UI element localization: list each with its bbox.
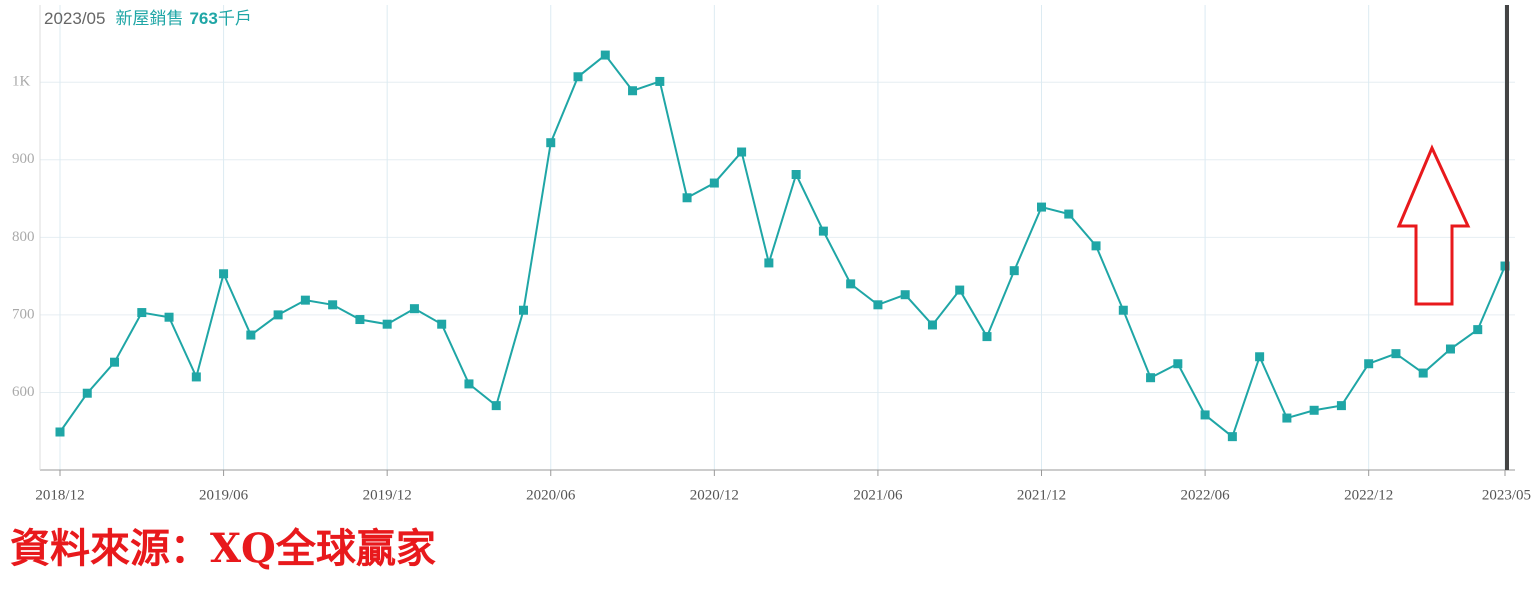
point	[246, 330, 256, 340]
point	[1309, 405, 1319, 415]
source: 資料來源：XQ全球贏家	[10, 525, 436, 572]
y-tick-label: 800	[12, 229, 35, 245]
up-arrow	[1396, 144, 1471, 306]
point	[219, 269, 229, 279]
point	[955, 285, 965, 295]
point	[573, 72, 583, 82]
point	[600, 50, 610, 60]
point	[1146, 373, 1156, 383]
x-tick-label: 2019/12	[363, 487, 412, 503]
point	[655, 76, 665, 86]
point	[518, 305, 528, 315]
x-tick-label: 2022/06	[1181, 487, 1231, 503]
x-tick-label: 2021/06	[853, 487, 903, 503]
point	[1118, 305, 1128, 315]
header-date: 2023/05	[44, 9, 105, 28]
point	[1091, 241, 1101, 251]
point	[982, 332, 992, 342]
x-tick-label: 2021/12	[1017, 487, 1066, 503]
point	[437, 319, 447, 329]
point	[682, 193, 692, 203]
point	[110, 357, 120, 367]
point	[1364, 359, 1374, 369]
point	[1173, 359, 1183, 369]
point	[1255, 352, 1265, 362]
series-line	[59, 53, 1506, 439]
point	[409, 304, 419, 314]
point	[1064, 209, 1074, 219]
x-tick-label: 2020/06	[526, 487, 576, 503]
point	[818, 226, 828, 236]
point	[927, 320, 937, 330]
header-unit: 千戶	[218, 9, 252, 28]
point	[546, 138, 556, 148]
point	[791, 170, 801, 180]
y-tick-label: 700	[12, 306, 35, 322]
y-tick-label: 600	[12, 384, 35, 400]
point	[273, 310, 283, 320]
point	[1391, 349, 1401, 359]
point	[737, 147, 747, 157]
point	[1009, 266, 1019, 276]
point	[382, 319, 392, 329]
y-tick-label: 900	[12, 151, 35, 167]
x-tick-label: 2018/12	[35, 487, 84, 503]
header-value: 763	[189, 9, 217, 28]
point	[82, 388, 92, 398]
point	[328, 300, 338, 310]
point	[1473, 325, 1483, 335]
grid	[40, 5, 1515, 470]
point	[300, 295, 310, 305]
point	[464, 379, 474, 389]
point	[1445, 344, 1455, 354]
x-tick-label: 2023/05	[1482, 487, 1531, 503]
point	[1336, 401, 1346, 411]
point	[1282, 413, 1292, 423]
point	[900, 290, 910, 300]
header: 2023/05 新屋銷售 763千戶	[44, 9, 252, 28]
point	[491, 401, 501, 411]
point	[764, 258, 774, 268]
x-tick-label: 2022/12	[1344, 487, 1393, 503]
header-label: 新屋銷售	[115, 9, 183, 28]
point	[873, 300, 883, 310]
point	[55, 427, 65, 437]
y-tick-label: 1K	[12, 74, 31, 90]
series	[55, 50, 1510, 442]
point	[709, 178, 719, 188]
point	[628, 86, 638, 96]
point	[1037, 202, 1047, 212]
point	[846, 279, 856, 289]
x-tick-label: 2020/12	[690, 487, 739, 503]
point	[1200, 410, 1210, 420]
point	[1418, 368, 1428, 378]
point	[164, 312, 174, 322]
point	[137, 308, 147, 318]
point	[355, 315, 365, 325]
point	[191, 372, 201, 382]
point	[1227, 432, 1237, 442]
x-tick-label: 2019/06	[199, 487, 249, 503]
